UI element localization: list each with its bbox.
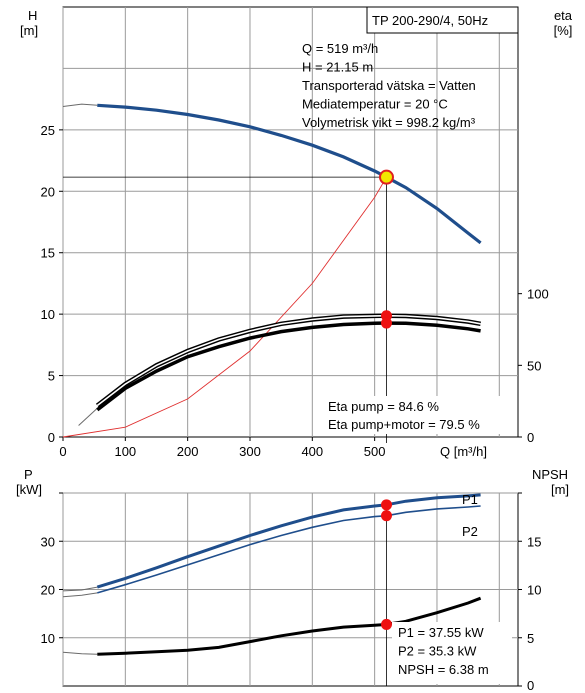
x-tick-label: 100	[114, 444, 136, 459]
head-axis-title: H	[28, 8, 37, 23]
y-tick-label: 5	[48, 369, 55, 384]
y-tick-label: 10	[41, 307, 55, 322]
info-line: H = 21.15 m	[302, 60, 373, 75]
bottom-ticks: 10 20 30 0 5 10 15	[41, 492, 541, 693]
x-axis-label: Q [m³/h]	[440, 444, 487, 459]
info-line: Volymetrisk vikt = 998.2 kg/m³	[302, 115, 476, 130]
efficiency-readout: Eta pump = 84.6 % Eta pump+motor = 79.5 %	[322, 396, 512, 434]
eta-total-marker	[380, 317, 392, 329]
p-tick-label: 20	[41, 583, 55, 598]
y-tick-label: 15	[41, 246, 55, 261]
npsh-tick-label: 15	[527, 534, 541, 549]
power-axis-title: P	[24, 467, 33, 482]
duty-point-marker	[378, 169, 394, 185]
npsh-tick-label: 0	[527, 678, 534, 693]
eta-readout-bg	[322, 396, 512, 434]
p1-curve	[96, 493, 481, 589]
head-axis-unit: [m]	[20, 23, 38, 38]
eta-axis-unit: [%]	[554, 23, 573, 38]
chart-title: TP 200-290/4, 50Hz	[372, 13, 488, 28]
operating-info: Q = 519 m³/h H = 21.15 m Transporterad vät…	[302, 41, 476, 130]
x-tick-label: 200	[177, 444, 199, 459]
p2-marker	[380, 510, 392, 522]
x-tick-label: 0	[59, 444, 66, 459]
head-curve-extension	[62, 103, 98, 107]
p2-curve	[97, 505, 481, 594]
top-ticks: 0 100 200 300 400 500 Q [m³/h] 0 5 10 15 20 25 0 50 100	[41, 123, 549, 459]
npsh-tick-label: 5	[527, 631, 534, 646]
bottom-series	[62, 493, 482, 686]
legend-p2: P2	[462, 524, 478, 539]
top-plot-frame	[62, 6, 519, 438]
top-grid	[62, 7, 518, 437]
npsh-marker	[380, 618, 392, 630]
legend-p1: P1	[462, 492, 478, 507]
eta-total-curve	[96, 321, 481, 412]
eta-tick-label: 50	[527, 358, 541, 373]
power-readout: P1 = 37.55 kW P2 = 35.3 kW NPSH = 6.38 m	[392, 622, 512, 684]
bottom-panel: 10 20 30 0 5 10 15 P [kW] NPSH [m] P1 P2 P1 = …	[16, 467, 569, 693]
system-curve	[62, 176, 387, 438]
eta-line: Eta pump+motor = 79.5 %	[328, 417, 480, 432]
y-tick-label: 0	[48, 430, 55, 445]
x-tick-label: 300	[239, 444, 261, 459]
power-axis-unit: [kW]	[16, 482, 42, 497]
npsh-axis-unit: [m]	[551, 482, 569, 497]
eta-axis-title: eta	[554, 8, 573, 23]
npsh-axis-title: NPSH	[532, 467, 568, 482]
eta-tick-label: 0	[527, 430, 534, 445]
eta-line: Eta pump = 84.6 %	[328, 399, 439, 414]
p1-marker	[380, 499, 392, 511]
p-tick-label: 10	[41, 631, 55, 646]
top-series	[62, 103, 482, 443]
p-tick-label: 30	[41, 534, 55, 549]
npsh-curve-extension	[62, 651, 98, 655]
info-line: Transporterad vätska = Vatten	[302, 78, 476, 93]
npsh-tick-label: 10	[527, 583, 541, 598]
readout-line: P1 = 37.55 kW	[398, 625, 484, 640]
info-line: Q = 519 m³/h	[302, 41, 378, 56]
y-tick-label: 20	[41, 184, 55, 199]
y-tick-label: 25	[41, 123, 55, 138]
readout-line: P2 = 35.3 kW	[398, 644, 477, 659]
x-tick-label: 500	[364, 444, 386, 459]
eta-tick-label: 100	[527, 287, 549, 302]
x-tick-label: 400	[301, 444, 323, 459]
npsh-curve	[97, 596, 482, 656]
power-readout-bg	[392, 622, 512, 684]
title-box	[366, 6, 519, 34]
p2-curve-extension	[62, 592, 98, 598]
head-curve	[97, 103, 482, 245]
readout-line: NPSH = 6.38 m	[398, 662, 489, 677]
p1-curve-extension	[62, 586, 98, 592]
info-line: Mediatemperatur = 20 °C	[302, 97, 448, 112]
eta-curve-extension	[78, 407, 98, 426]
top-panel: 0 100 200 300 400 500 Q [m³/h] 0 5 10 15 20 25 0 50 100…	[20, 6, 573, 459]
eta-pump-curve-inner	[96, 314, 481, 407]
